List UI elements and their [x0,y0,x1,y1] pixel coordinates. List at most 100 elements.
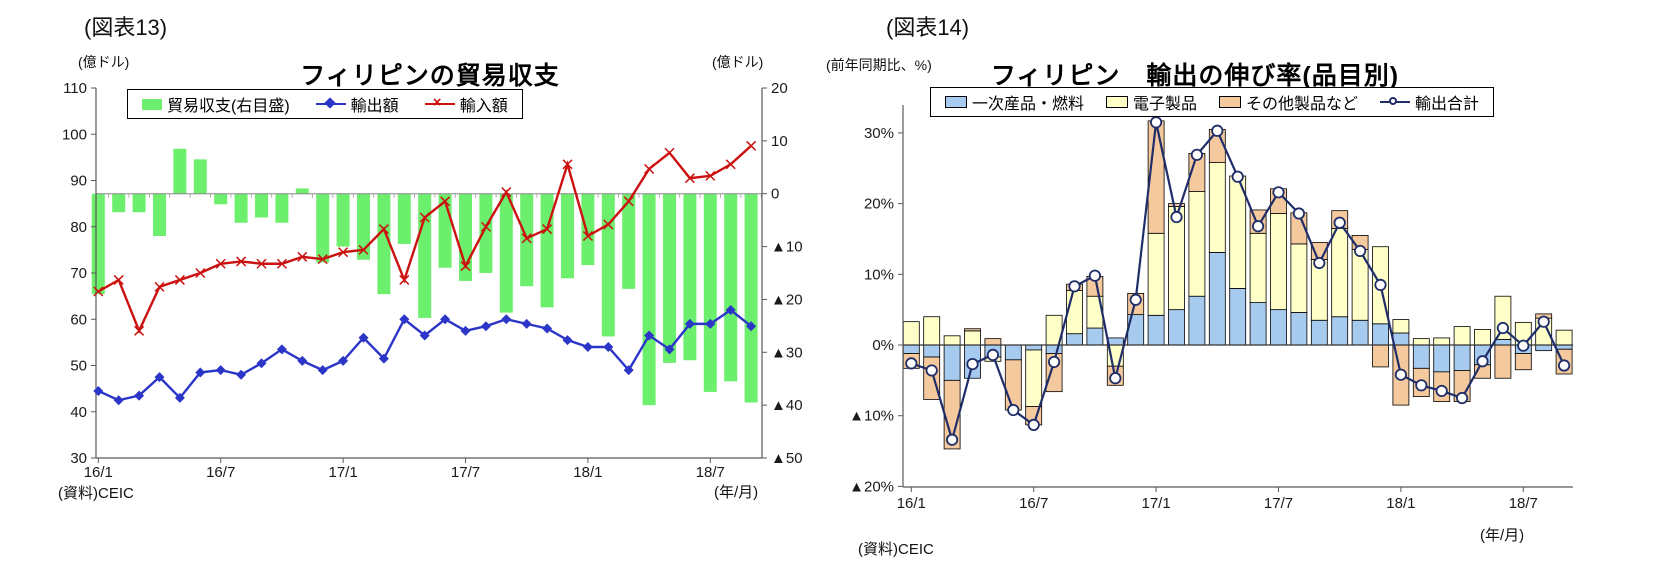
trade-balance-bar [703,193,717,392]
electronics-swatch-icon [1106,96,1129,108]
trade-balance-bar [234,193,248,223]
legend-item-imports: × 輸入額 [424,92,508,116]
other-products-swatch-icon [1219,96,1242,108]
primary-goods-bar [1066,333,1083,346]
electronics-bar [943,335,961,346]
trade-balance-bar [295,188,309,194]
trade-balance-bar [683,193,697,361]
trade-balance-bar [275,193,289,223]
figure14-legend: 一次産品・燃料 電子製品 その他製品など 輸出合計 [930,87,1495,117]
svg-text:0%: 0% [872,337,894,354]
electronics-bar [1208,162,1226,253]
electronics-bar [1331,227,1349,318]
primary-goods-bar [1351,319,1369,346]
trade-balance-bar [112,193,126,213]
primary-goods-bar [1086,327,1104,346]
svg-text:17/7: 17/7 [451,464,480,481]
primary-goods-bar [1372,323,1389,346]
primary-goods-bar [1331,316,1349,346]
figure14-plot: 30% 20% 10% 0% ▲10% ▲20%16/1 16/7 17/1 17/7 18/1 1… [849,105,1573,512]
svg-text:50: 50 [70,358,87,375]
legend-item-other-products: その他製品など [1219,90,1358,114]
svg-text:▲30: ▲30 [771,344,803,361]
electronics-bar [1392,319,1410,334]
svg-text:10: 10 [771,133,788,150]
svg-text:10%: 10% [864,266,894,283]
primary-goods-bar [1433,344,1451,373]
legend-label-exports: 輸出額 [350,98,399,115]
primary-goods-bar [1453,344,1471,371]
primary-goods-bar [1168,309,1185,346]
electronics-bar [1249,232,1267,303]
figure13-left-axis-unit: (億ドル) [78,54,130,70]
primary-goods-bar [923,344,941,358]
other-products-bar [964,328,981,332]
primary-goods-bar [1310,319,1328,346]
electronics-bar [1147,232,1165,316]
primary-goods-bar [1249,302,1267,346]
primary-goods-bar [1555,344,1573,350]
svg-text:▲10%: ▲10% [849,408,894,425]
primary-goods-bar [1392,332,1410,346]
primary-goods-bar [1025,344,1043,351]
svg-text:▲40: ▲40 [771,397,803,414]
svg-text:▲10: ▲10 [771,239,803,256]
figure13-tag: (図表13) [84,15,168,40]
trade-balance-swatch-icon [142,98,162,110]
svg-text:17/1: 17/1 [328,464,357,481]
electronics-bar [1290,243,1308,313]
svg-text:110: 110 [63,80,87,97]
trade-balance-bar [499,193,513,313]
svg-text:18/7: 18/7 [1509,495,1538,512]
svg-text:16/7: 16/7 [206,464,235,481]
legend-label-other-products: その他製品など [1246,96,1359,113]
legend-item-electronics: 電子製品 [1106,90,1197,114]
electronics-bar [902,321,920,346]
other-products-bar [1494,344,1512,379]
other-products-bar [1168,203,1185,207]
svg-text:60: 60 [70,311,87,328]
figure13-title: フィリピンの貿易収支 [300,62,560,90]
trade-balance-bar [377,193,391,295]
trade-balance-bar [153,193,166,236]
svg-text:▲50: ▲50 [771,450,803,467]
trade-balance-bar [255,193,268,218]
legend-item-total-exports: 輸出合計 [1380,90,1479,114]
figure13-plot: 1101009080706050403020100▲10▲20▲30▲40▲50… [62,80,803,481]
primary-goods-bar [1270,309,1287,346]
trade-balance-bar [173,148,187,194]
primary-goods-bar [1045,344,1063,354]
primary-goods-bar [1229,288,1247,346]
trade-balance-bar [520,193,534,287]
trade-balance-bar [91,193,105,295]
svg-text:16/7: 16/7 [1019,495,1048,512]
electronics-bar [1555,329,1573,346]
electronics-bar [1025,349,1043,407]
electronics-bar [1453,326,1471,346]
trade-balance-bar [479,193,493,273]
svg-text:18/1: 18/1 [1386,495,1415,512]
other-products-bar [1372,344,1389,368]
svg-text:80: 80 [70,219,87,236]
trade-balance-bar [601,193,615,337]
svg-text:20%: 20% [864,196,894,213]
primary-goods-bar [1147,314,1165,346]
legend-item-trade-balance: 貿易収支(右目盛) [142,92,290,116]
figure13-axis-note: (年/月) [714,484,759,501]
primary-goods-bar [1188,295,1206,346]
electronics-bar [1474,329,1491,346]
total-exports-line-swatch-icon [1380,96,1411,108]
trade-balance-bar [724,193,738,382]
import-line-swatch-icon: × [424,95,455,110]
other-products-bar [984,338,1002,346]
legend-label-electronics: 電子製品 [1133,96,1198,113]
trade-balance-bar [397,193,411,244]
electronics-bar [1066,290,1083,335]
trade-balance-bar [132,193,146,213]
svg-text:18/7: 18/7 [696,464,725,481]
trade-balance-bar [418,193,432,318]
figure14-source: (資料)CEIC [858,541,934,558]
primary-goods-bar [943,344,961,381]
primary-goods-bar [1208,251,1226,346]
